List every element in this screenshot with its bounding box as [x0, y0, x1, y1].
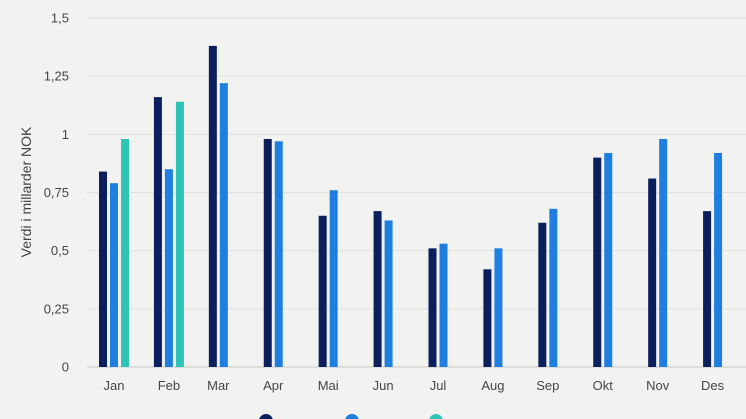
y-tick-label: 0,5 [51, 243, 69, 258]
bar[interactable] [714, 152, 723, 367]
bar[interactable] [549, 208, 558, 367]
bar[interactable] [219, 83, 228, 367]
x-tick-label: Jun [373, 378, 394, 393]
bar[interactable] [175, 101, 184, 367]
x-axis-ticks: Jan Feb Mar Apr Mai Jun Jul Aug Sep Okt Nov Des [104, 378, 725, 393]
bar[interactable] [538, 222, 547, 367]
x-tick-label: Sep [536, 378, 559, 393]
x-tick-label: Mai [318, 378, 339, 393]
bar[interactable] [121, 138, 129, 367]
bar[interactable] [274, 141, 283, 367]
y-tick-label: 1,25 [44, 69, 69, 84]
x-tick-label: Jul [430, 378, 447, 393]
bar[interactable] [648, 178, 657, 367]
bar[interactable] [593, 157, 602, 367]
bars [99, 45, 723, 368]
legend-marker[interactable] [345, 414, 359, 419]
bar[interactable] [153, 97, 162, 368]
x-tick-label: Des [701, 378, 725, 393]
legend[interactable] [259, 414, 443, 419]
x-tick-label: Aug [481, 378, 504, 393]
y-axis-title: Verdi i millarder NOK [18, 126, 34, 257]
y-tick-label: 1 [62, 127, 69, 142]
bar[interactable] [164, 169, 173, 367]
bar[interactable] [99, 171, 107, 367]
gridlines [87, 17, 746, 368]
bar[interactable] [263, 138, 272, 367]
bar[interactable] [373, 211, 382, 367]
x-tick-label: Mar [207, 378, 230, 393]
bar[interactable] [604, 152, 613, 367]
bar[interactable] [428, 248, 437, 367]
bar[interactable] [703, 211, 712, 367]
bar[interactable] [483, 269, 492, 367]
bar[interactable] [318, 215, 327, 367]
legend-marker[interactable] [429, 414, 443, 419]
y-tick-label: 0 [62, 360, 69, 375]
x-tick-label: Apr [263, 378, 284, 393]
bar[interactable] [659, 138, 668, 367]
y-tick-label: 1,5 [51, 11, 69, 26]
bar[interactable] [384, 220, 393, 367]
y-tick-label: 0,25 [44, 301, 69, 316]
x-tick-label: Jan [104, 378, 125, 393]
y-tick-label: 0,75 [44, 185, 69, 200]
y-axis-ticks: 0 0,25 0,5 0,75 1 1,25 1,5 [44, 11, 69, 375]
bar[interactable] [494, 248, 503, 367]
legend-marker[interactable] [259, 414, 273, 419]
bar[interactable] [329, 190, 338, 367]
x-tick-label: Nov [646, 378, 670, 393]
bar[interactable] [439, 243, 448, 367]
bar[interactable] [110, 183, 118, 367]
x-tick-label: Feb [158, 378, 180, 393]
x-tick-label: Okt [593, 378, 614, 393]
bar[interactable] [208, 45, 217, 368]
